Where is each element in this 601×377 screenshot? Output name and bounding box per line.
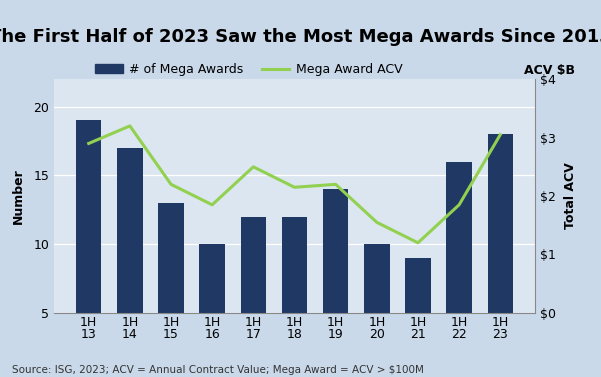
Bar bbox=[405, 258, 431, 377]
Y-axis label: Number: Number bbox=[12, 168, 25, 224]
Bar bbox=[364, 244, 389, 377]
Bar bbox=[487, 134, 513, 377]
Bar bbox=[200, 244, 225, 377]
Bar bbox=[158, 203, 184, 377]
Text: Source: ISG, 2023; ACV = Annual Contract Value; Mega Award = ACV > $100M: Source: ISG, 2023; ACV = Annual Contract… bbox=[12, 365, 424, 375]
Bar bbox=[282, 217, 307, 377]
Bar bbox=[240, 217, 266, 377]
Bar bbox=[323, 189, 349, 377]
Text: ACV $B: ACV $B bbox=[525, 64, 575, 77]
Bar bbox=[117, 148, 142, 377]
Bar bbox=[447, 162, 472, 377]
Legend: # of Mega Awards, Mega Award ACV: # of Mega Awards, Mega Award ACV bbox=[90, 58, 407, 81]
Bar bbox=[76, 120, 102, 377]
Text: The First Half of 2023 Saw the Most Mega Awards Since 2013: The First Half of 2023 Saw the Most Mega… bbox=[0, 28, 601, 46]
Y-axis label: Total ACV: Total ACV bbox=[564, 162, 577, 230]
